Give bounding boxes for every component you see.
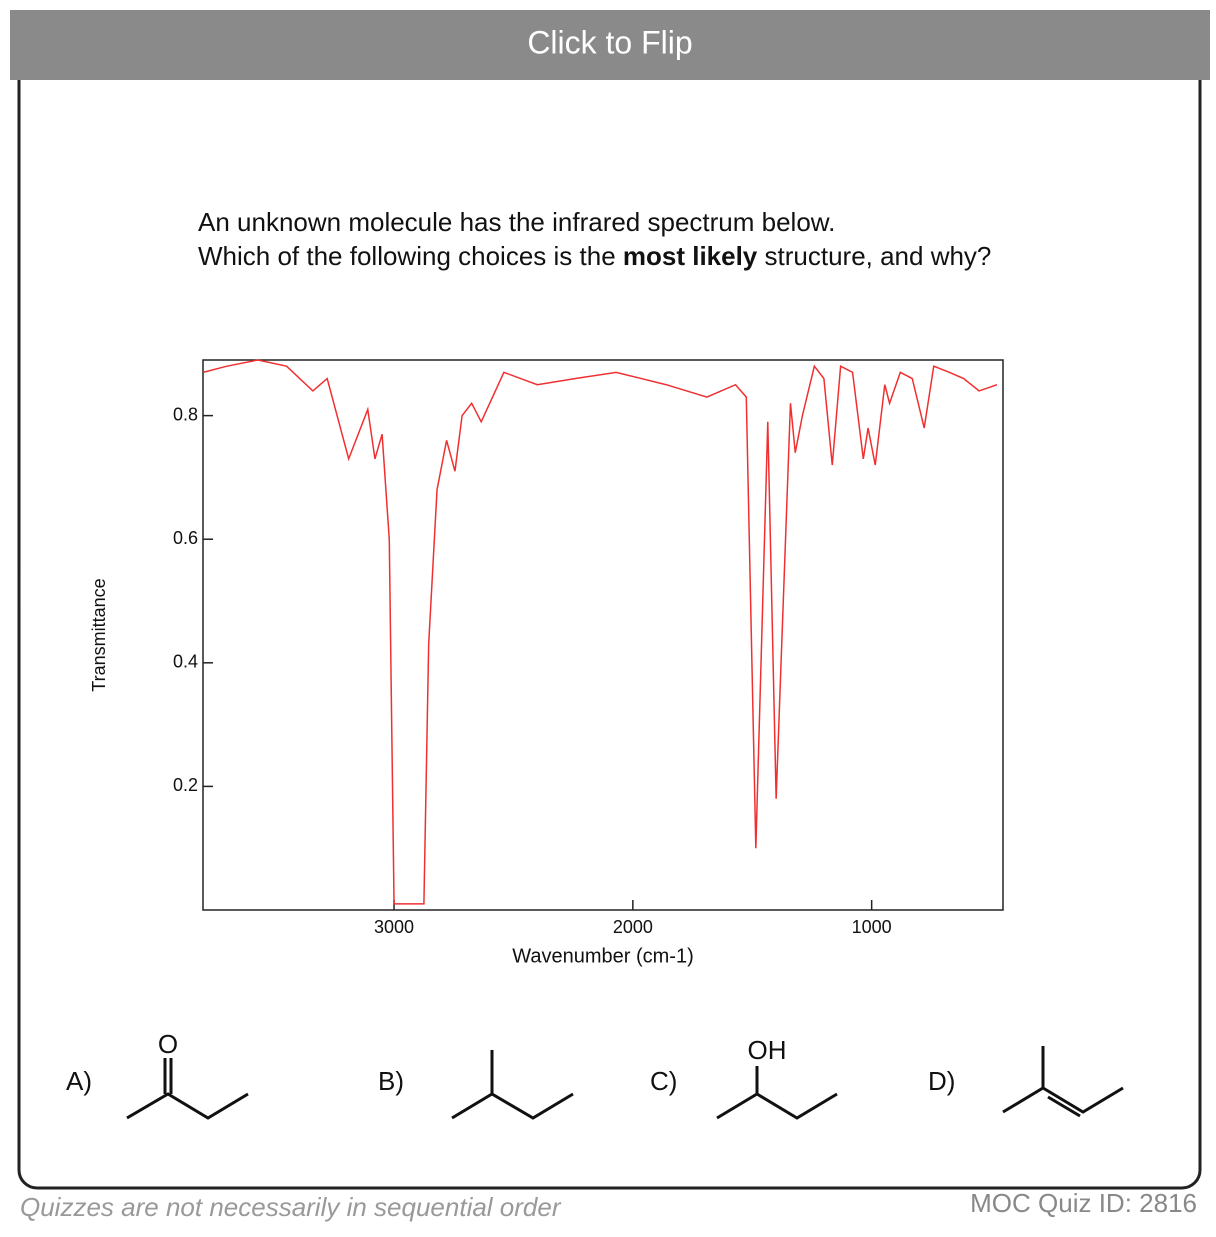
y-tick-label: 0.4 (173, 652, 198, 672)
bond (126, 1092, 249, 1120)
choice-label[interactable]: D) (928, 1066, 955, 1096)
x-tick-label: 1000 (852, 917, 892, 937)
choice-label[interactable]: C) (650, 1066, 677, 1096)
choice-label[interactable]: B) (378, 1066, 404, 1096)
bond (451, 1092, 574, 1120)
atom-label: OH (748, 1035, 787, 1065)
bond (716, 1092, 838, 1120)
bond (1002, 1086, 1124, 1114)
footer-note: Quizzes are not necessarily in sequentia… (20, 1192, 562, 1222)
question-line: An unknown molecule has the infrared spe… (198, 207, 835, 237)
x-axis-label: Wavenumber (cm-1) (512, 945, 694, 967)
plot-frame (202, 359, 1004, 911)
y-tick-label: 0.2 (173, 775, 198, 795)
flip-bar[interactable] (10, 10, 1210, 80)
choice-label[interactable]: A) (66, 1066, 92, 1096)
x-tick-label: 3000 (374, 917, 414, 937)
bond (1047, 1095, 1081, 1118)
question-text: structure, and why? (757, 241, 991, 271)
spectrum-line (202, 359, 998, 905)
y-tick-label: 0.8 (173, 404, 198, 424)
ir-spectrum: Wavenumber (cm-1) Transmittance 0.2 0.4 0.… (89, 359, 1004, 967)
y-axis-label: Transmittance (89, 578, 109, 691)
x-tick-label: 2000 (613, 917, 653, 937)
question-line: Which of the following choices is the mo… (198, 241, 991, 271)
atom-label: O (158, 1029, 178, 1059)
flip-button[interactable]: Click to Flip (527, 24, 692, 60)
question-emphasis: most likely (623, 241, 758, 271)
quiz-id: MOC Quiz ID: 2816 (970, 1188, 1197, 1218)
molecules (126, 1046, 1124, 1120)
question-text: Which of the following choices is the (198, 241, 623, 271)
y-tick-label: 0.6 (173, 528, 198, 548)
